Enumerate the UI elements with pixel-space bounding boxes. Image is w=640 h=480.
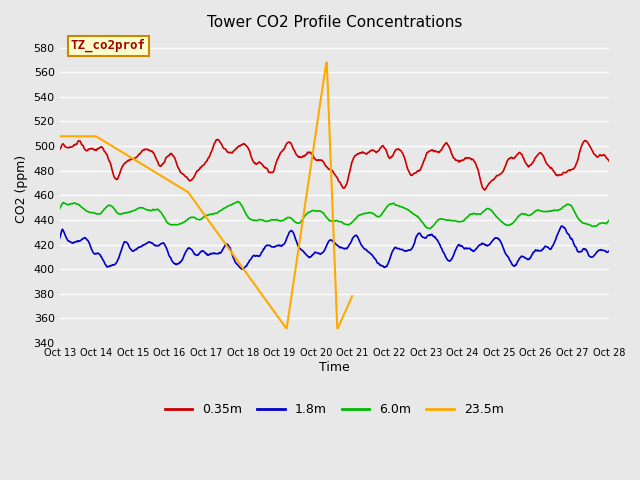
- Text: TZ_co2prof: TZ_co2prof: [70, 39, 146, 52]
- Title: Tower CO2 Profile Concentrations: Tower CO2 Profile Concentrations: [207, 15, 462, 30]
- Legend: 0.35m, 1.8m, 6.0m, 23.5m: 0.35m, 1.8m, 6.0m, 23.5m: [160, 398, 509, 421]
- X-axis label: Time: Time: [319, 360, 349, 373]
- Y-axis label: CO2 (ppm): CO2 (ppm): [15, 155, 28, 223]
